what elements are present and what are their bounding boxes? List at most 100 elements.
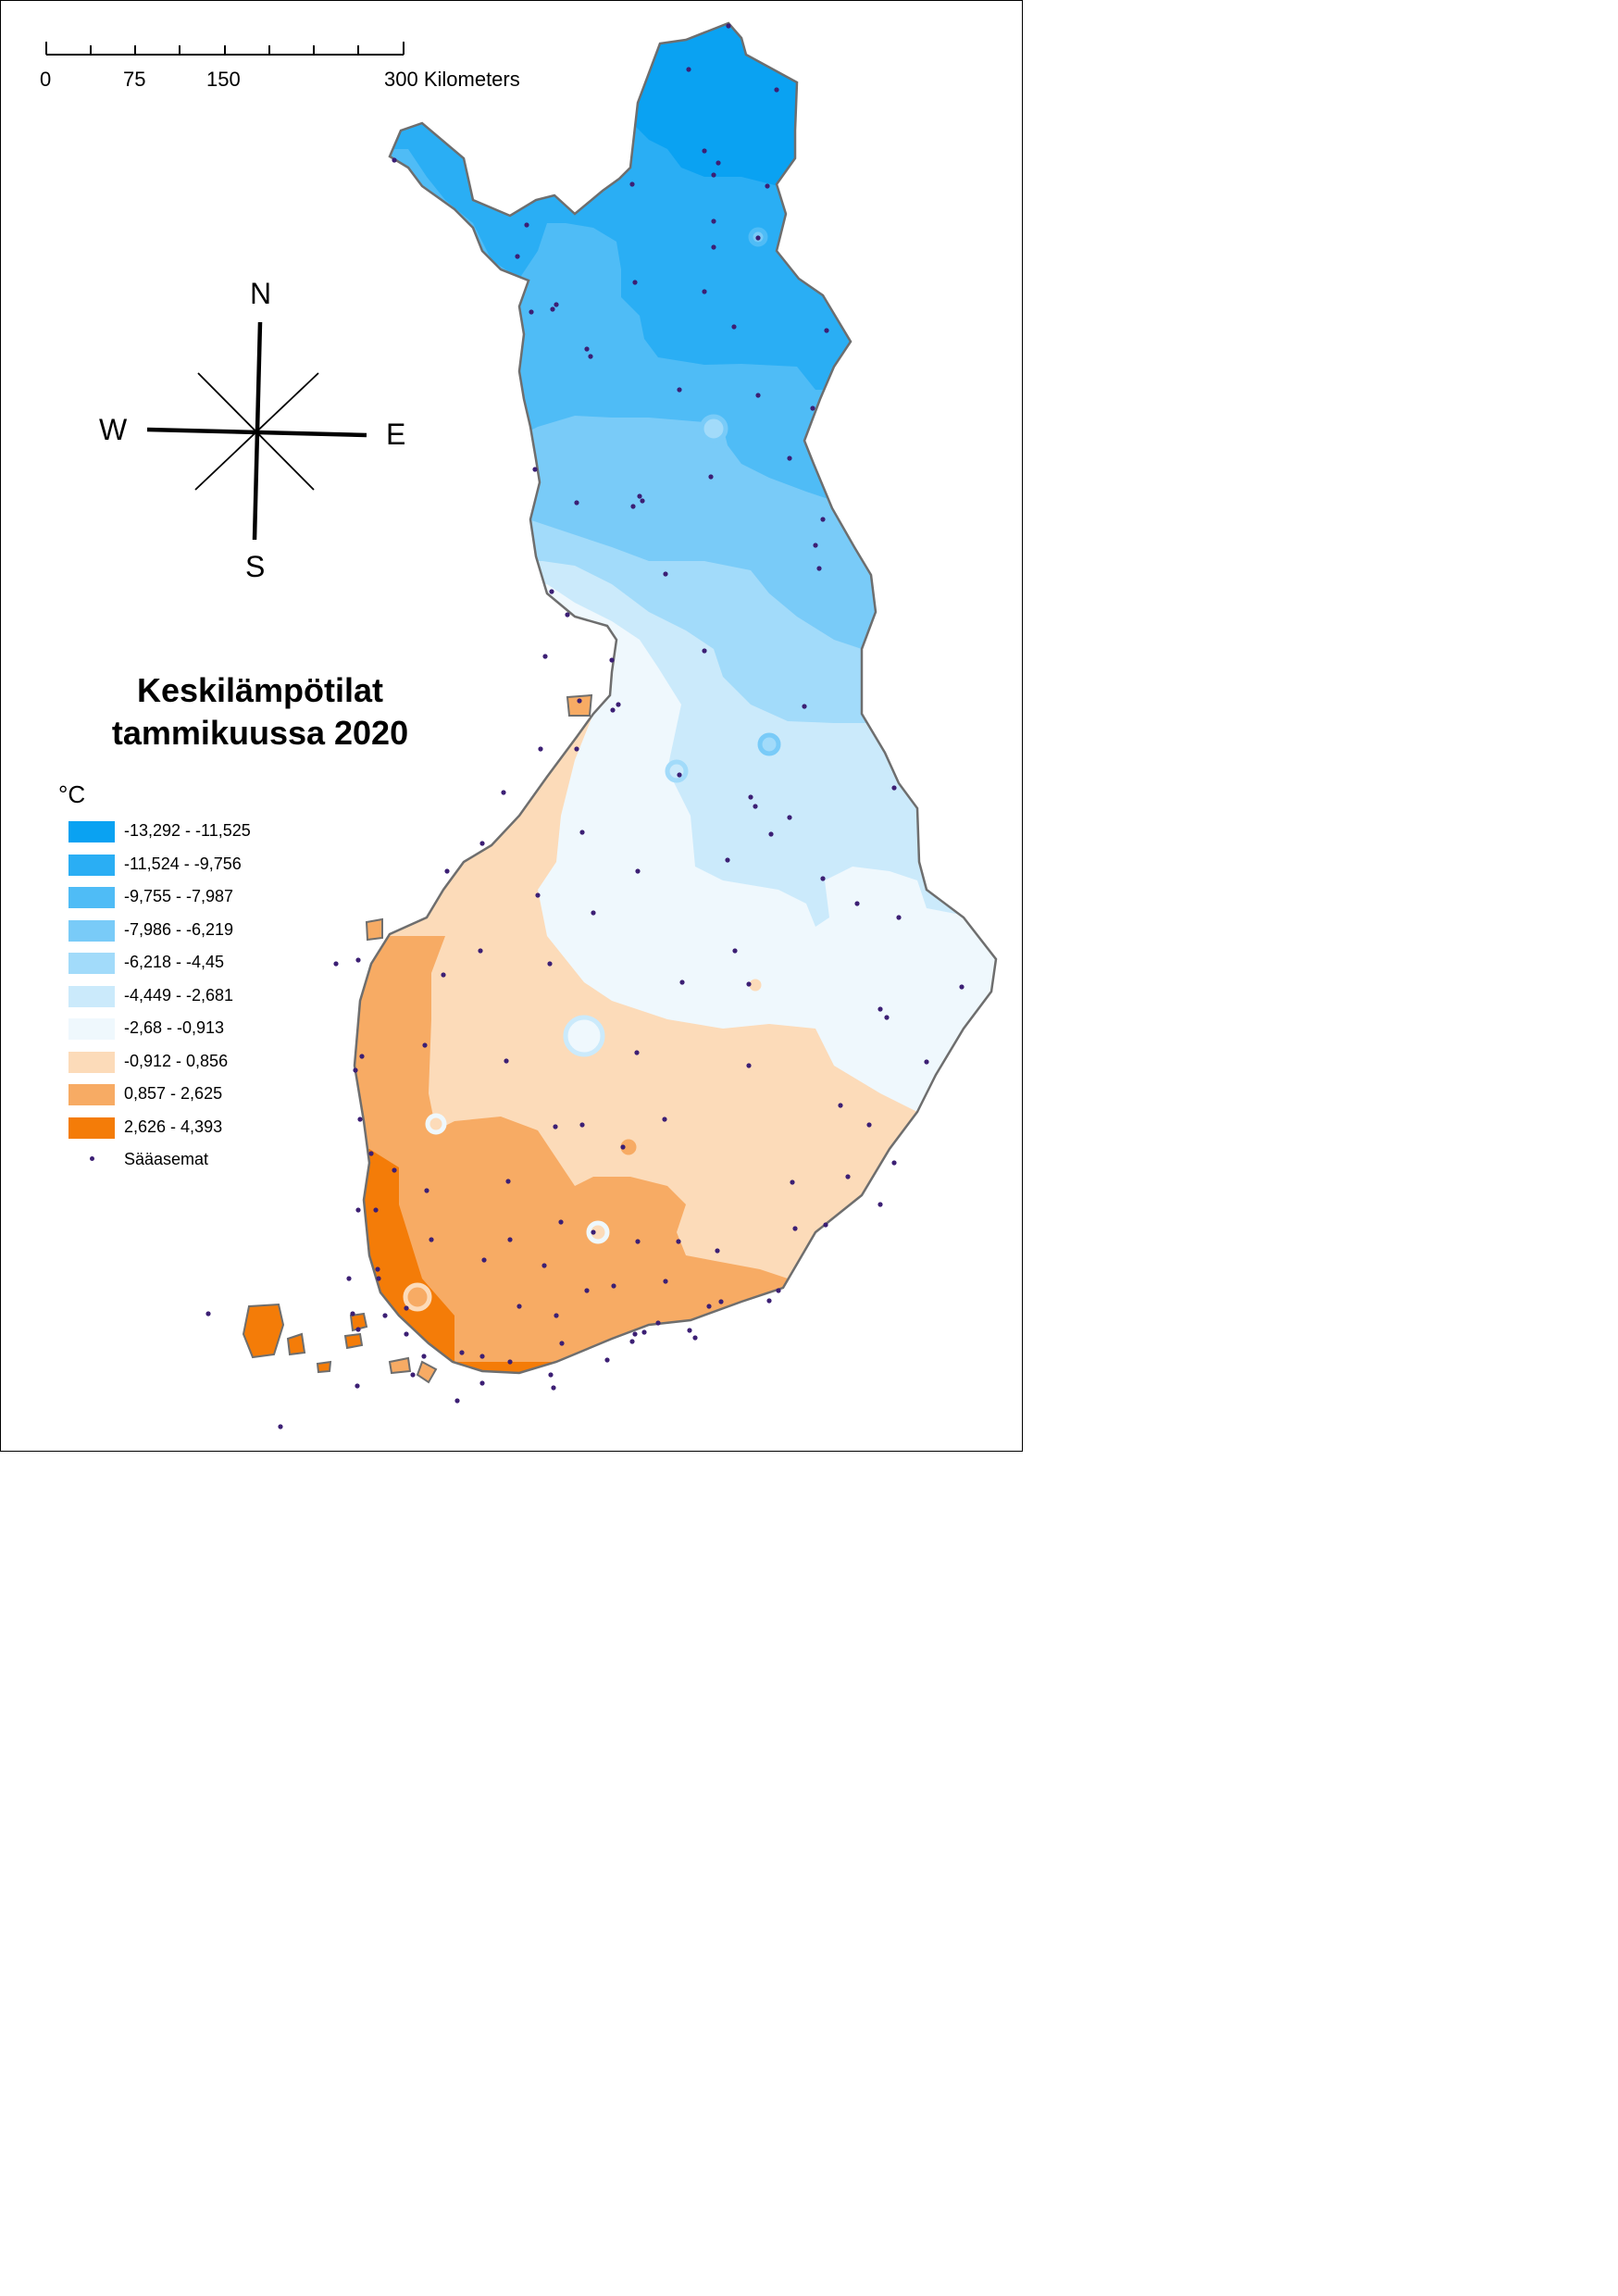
weather-station-dot bbox=[505, 1179, 511, 1184]
weather-station-dot bbox=[662, 1117, 667, 1122]
compass-north-label: N bbox=[250, 277, 272, 310]
weather-station-dot bbox=[629, 1339, 635, 1344]
weather-station-dot bbox=[877, 1006, 883, 1012]
weather-station-dot bbox=[553, 1124, 558, 1129]
weather-station-dot bbox=[422, 1042, 428, 1048]
weather-station-dot bbox=[845, 1174, 851, 1179]
legend-label: 0,857 - 2,625 bbox=[124, 1084, 223, 1103]
weather-station-dot bbox=[891, 1160, 897, 1166]
legend-label: -9,755 - -7,987 bbox=[124, 887, 234, 905]
weather-station-dot bbox=[766, 1298, 772, 1304]
weather-station-dot bbox=[376, 1276, 381, 1281]
weather-station-dot bbox=[630, 504, 636, 509]
weather-station-dot bbox=[718, 1299, 724, 1304]
weather-station-dot bbox=[765, 183, 770, 189]
weather-station-dot bbox=[877, 1202, 883, 1207]
weather-station-dot bbox=[838, 1103, 843, 1108]
scale-bar bbox=[45, 42, 404, 56]
weather-station-dot bbox=[278, 1424, 283, 1429]
archipelago-islands bbox=[242, 693, 593, 1384]
weather-station-dot bbox=[609, 657, 615, 663]
legend-swatch bbox=[68, 919, 115, 942]
weather-station-dot bbox=[554, 302, 559, 307]
weather-station-dot bbox=[715, 1248, 720, 1254]
weather-station-dot bbox=[373, 1207, 379, 1213]
weather-station-dot bbox=[768, 831, 774, 837]
legend-swatch bbox=[68, 821, 115, 842]
weather-station-dot bbox=[731, 324, 737, 330]
weather-station-dot bbox=[429, 1237, 434, 1242]
weather-station-dot bbox=[535, 892, 541, 898]
weather-station-dot bbox=[755, 393, 761, 398]
weather-station-dot bbox=[820, 517, 826, 522]
legend-label: -13,292 - -11,525 bbox=[124, 821, 251, 840]
weather-station-dot bbox=[620, 1144, 626, 1150]
legend-swatch bbox=[68, 985, 115, 1007]
weather-station-dot bbox=[716, 160, 721, 166]
weather-station-dot bbox=[205, 1311, 211, 1316]
weather-station-dot bbox=[823, 1222, 828, 1228]
weather-station-dot bbox=[565, 612, 570, 618]
weather-station-dot bbox=[559, 1341, 565, 1346]
weather-station-dot bbox=[637, 493, 642, 499]
weather-station-dot bbox=[551, 1385, 556, 1391]
weather-station-dot bbox=[550, 306, 555, 312]
legend-label: -6,218 - -4,45 bbox=[124, 953, 225, 971]
scale-label-0: 0 bbox=[40, 68, 52, 91]
weather-station-dot bbox=[884, 1015, 890, 1020]
legend-unit: °C bbox=[58, 780, 86, 808]
weather-station-dot bbox=[424, 1188, 429, 1193]
weather-station-dot bbox=[421, 1354, 427, 1359]
weather-station-dot bbox=[663, 1279, 668, 1284]
map-title-line-2: tammikuussa 2020 bbox=[111, 714, 409, 752]
weather-station-dot bbox=[591, 1229, 596, 1235]
legend-label: -11,524 - -9,756 bbox=[124, 854, 242, 873]
weather-station-dot bbox=[541, 1263, 547, 1268]
weather-station-dot bbox=[676, 1239, 681, 1244]
legend-swatch bbox=[68, 1018, 115, 1040]
zone-class-11-524-9-756 bbox=[355, 23, 996, 390]
scale-label-150: 150 bbox=[206, 68, 241, 91]
weather-station-dot bbox=[702, 148, 707, 154]
weather-station-dot bbox=[896, 915, 902, 920]
weather-station-dot bbox=[368, 1151, 374, 1156]
weather-station-dot bbox=[359, 1054, 365, 1059]
weather-station-dot bbox=[333, 961, 339, 967]
weather-station-dot bbox=[677, 387, 682, 393]
weather-station-dot bbox=[891, 785, 897, 791]
weather-station-dot bbox=[547, 961, 553, 967]
station-dot-icon bbox=[90, 1156, 94, 1161]
anomaly-halo bbox=[616, 1134, 641, 1160]
finland-temperature-map bbox=[45, 21, 998, 1429]
zone-class-7-986-6-219 bbox=[355, 23, 996, 649]
weather-station-dot bbox=[392, 1167, 397, 1173]
weather-station-dot bbox=[854, 901, 860, 906]
weather-station-dot bbox=[725, 857, 730, 863]
weather-station-dot bbox=[711, 172, 716, 178]
anomaly-halo bbox=[563, 1015, 605, 1057]
weather-station-dot bbox=[641, 1329, 647, 1335]
weather-station-dot bbox=[702, 289, 707, 294]
weather-station-dot bbox=[776, 1288, 781, 1293]
weather-station-dot bbox=[611, 1283, 616, 1289]
weather-station-dot bbox=[392, 157, 397, 163]
legend-label-stations: Sääasemat bbox=[124, 1150, 209, 1168]
weather-station-dot bbox=[687, 1328, 692, 1333]
weather-station-dot bbox=[959, 984, 965, 990]
compass-south-label: S bbox=[245, 550, 266, 583]
weather-station-dot bbox=[753, 804, 758, 809]
legend-label: -4,449 - -2,681 bbox=[124, 985, 234, 1004]
legend-swatch bbox=[68, 854, 115, 876]
weather-station-dot bbox=[702, 648, 707, 654]
weather-station-dot bbox=[792, 1226, 798, 1231]
weather-station-dot bbox=[479, 1354, 485, 1359]
weather-station-dot bbox=[357, 1117, 363, 1122]
legend-label: -2,68 - -0,913 bbox=[124, 1018, 225, 1037]
weather-station-dot bbox=[481, 1257, 487, 1263]
weather-station-dot bbox=[820, 876, 826, 881]
weather-station-dot bbox=[549, 589, 554, 594]
weather-station-dot bbox=[755, 235, 761, 241]
weather-station-dot bbox=[686, 67, 691, 72]
weather-station-dot bbox=[787, 455, 792, 461]
weather-station-dot bbox=[454, 1398, 460, 1404]
